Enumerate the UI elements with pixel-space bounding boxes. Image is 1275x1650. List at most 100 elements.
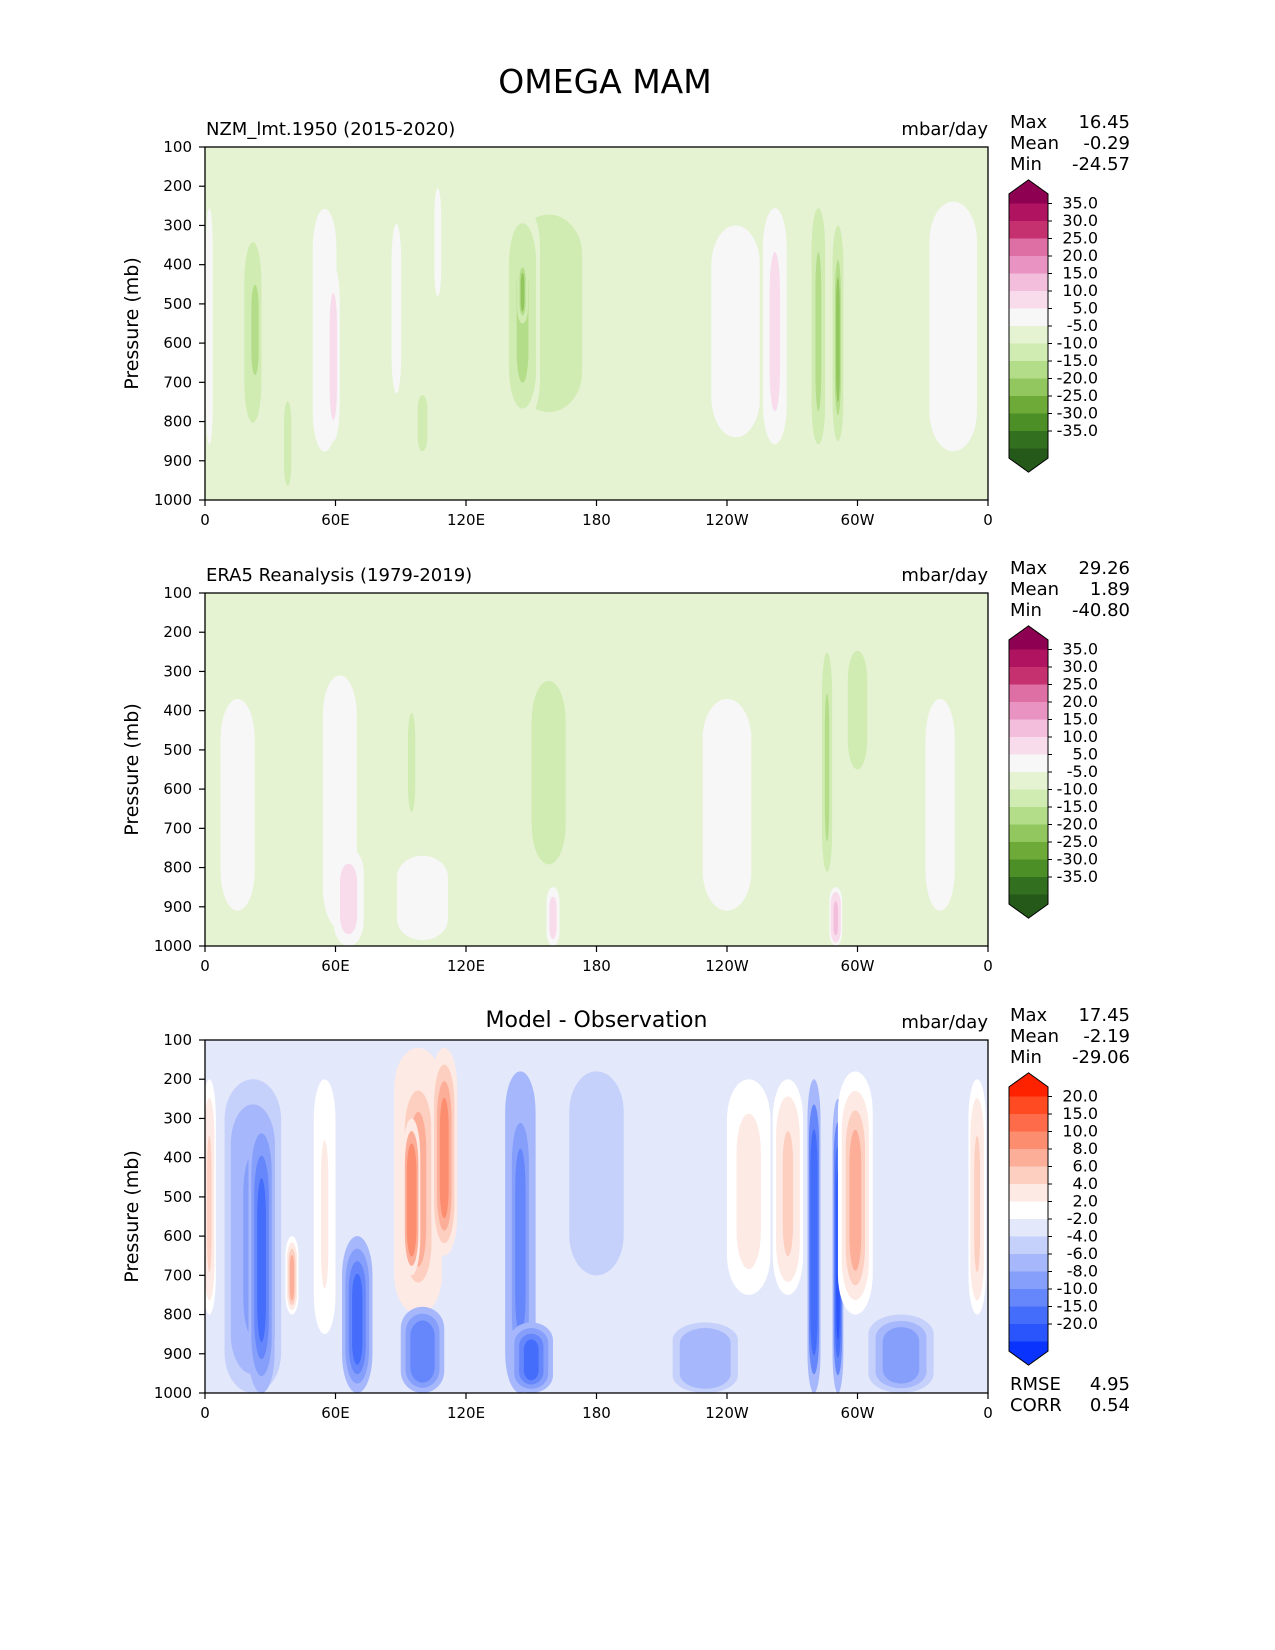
colorbar-swatch-11 bbox=[1009, 1271, 1048, 1290]
colorbar-label-9: -10.0 bbox=[1057, 334, 1098, 353]
x-tick-label-1: 0 bbox=[200, 957, 210, 975]
colorbar-swatch-14 bbox=[1009, 877, 1048, 895]
extra-stat-value-corr: 0.54 bbox=[1090, 1395, 1130, 1416]
units-label: mbar/day bbox=[901, 119, 988, 140]
contour-features bbox=[207, 624, 967, 946]
x-tick-label-5: 120W bbox=[705, 1404, 749, 1422]
x-tick-label-4: 180 bbox=[582, 511, 611, 529]
feature-3-level-4 bbox=[343, 871, 354, 929]
x-tick-label-1: 0 bbox=[200, 511, 210, 529]
colorbar-label-9: -4.0 bbox=[1067, 1227, 1098, 1246]
colorbar-swatch-14 bbox=[1009, 1324, 1048, 1342]
y-tick-label-10: 1000 bbox=[154, 491, 192, 509]
colorbar-label-14: -35.0 bbox=[1057, 867, 1098, 886]
feature-5-level-4 bbox=[409, 724, 414, 804]
x-tick-label-7: 0 bbox=[983, 957, 993, 975]
colorbar-label-2: 30.0 bbox=[1062, 657, 1098, 676]
feature-14-level-4 bbox=[694, 1339, 717, 1381]
stat-label-mean: Mean bbox=[1010, 579, 1059, 600]
colorbar-swatch-3 bbox=[1009, 238, 1048, 257]
feature-1-level-4 bbox=[207, 252, 211, 412]
colorbar: 35.030.025.020.015.010.05.0-5.0-10.0-15.… bbox=[1008, 625, 1098, 919]
colorbar-swatch-10 bbox=[1009, 361, 1048, 379]
feature-8-level-4 bbox=[419, 401, 426, 447]
stat-label-max: Max bbox=[1010, 1005, 1048, 1026]
colorbar-label-1: 35.0 bbox=[1062, 640, 1098, 659]
colorbar-swatch-6 bbox=[1009, 1184, 1048, 1202]
y-tick-label-1: 100 bbox=[163, 138, 192, 156]
colorbar-swatch-2 bbox=[1009, 221, 1048, 239]
y-tick-label-7: 700 bbox=[163, 819, 192, 837]
colorbar-swatch-10 bbox=[1009, 1254, 1048, 1272]
feature-9-level-4 bbox=[408, 1156, 415, 1248]
feature-15-level-4 bbox=[741, 1130, 757, 1257]
feature-4-level-4 bbox=[411, 871, 434, 929]
stat-label-mean: Mean bbox=[1010, 133, 1059, 154]
colorbar-label-12: -25.0 bbox=[1057, 832, 1098, 851]
x-tick-label-3: 120E bbox=[447, 957, 485, 975]
colorbar-label-4: 20.0 bbox=[1062, 692, 1098, 711]
stat-value-max: 29.26 bbox=[1078, 558, 1130, 579]
stat-value-min: -24.57 bbox=[1072, 154, 1130, 175]
colorbar-label-11: -20.0 bbox=[1057, 369, 1098, 388]
colorbar-swatch-7 bbox=[1009, 754, 1048, 773]
panel-title: NZM_lmt.1950 (2015-2020) bbox=[206, 119, 455, 140]
feature-5-level-4 bbox=[320, 1140, 329, 1289]
stat-value-max: 16.45 bbox=[1078, 112, 1130, 133]
colorbar-label-11: -8.0 bbox=[1067, 1262, 1098, 1281]
feature-9-level-4 bbox=[824, 693, 830, 842]
colorbar-swatch-4 bbox=[1009, 1149, 1048, 1167]
extra-stat-value-rmse: 4.95 bbox=[1090, 1374, 1130, 1395]
colorbar-swatch-9 bbox=[1009, 789, 1048, 808]
feature-21-level-4 bbox=[974, 1135, 981, 1273]
colorbar-swatch-11 bbox=[1009, 378, 1048, 397]
x-tick-label-6: 60W bbox=[841, 1404, 875, 1422]
colorbar-label-12: -10.0 bbox=[1057, 1279, 1098, 1298]
y-tick-label-10: 1000 bbox=[154, 1384, 192, 1402]
colorbar-swatch-8 bbox=[1009, 772, 1048, 790]
colorbar-label-5: 15.0 bbox=[1062, 264, 1098, 283]
x-tick-label-5: 120W bbox=[705, 957, 749, 975]
y-tick-label-1: 100 bbox=[163, 1031, 192, 1049]
y-tick-label-9: 900 bbox=[163, 452, 192, 470]
x-tick-label-4: 180 bbox=[582, 1404, 611, 1422]
colorbar-label-5: 15.0 bbox=[1062, 710, 1098, 729]
colorbar-label-11: -20.0 bbox=[1057, 815, 1098, 834]
feature-12-level-4 bbox=[520, 272, 525, 312]
colorbar-label-14: -35.0 bbox=[1057, 421, 1098, 440]
colorbar-label-13: -15.0 bbox=[1057, 1297, 1098, 1316]
colorbar-label-9: -10.0 bbox=[1057, 780, 1098, 799]
y-tick-label-5: 500 bbox=[163, 1188, 192, 1206]
y-tick-label-5: 500 bbox=[163, 295, 192, 313]
colorbar-label-2: 15.0 bbox=[1062, 1104, 1098, 1123]
colorbar-label-6: 10.0 bbox=[1062, 281, 1098, 300]
feature-9-level-4 bbox=[436, 208, 440, 282]
feature-6-level-4 bbox=[538, 701, 560, 850]
colorbar-label-1: 20.0 bbox=[1062, 1087, 1098, 1106]
colorbar-swatch-9 bbox=[1009, 1236, 1048, 1255]
y-tick-label-3: 300 bbox=[163, 1109, 192, 1127]
feature-7-level-4 bbox=[393, 242, 400, 380]
stat-value-mean: -0.29 bbox=[1083, 133, 1130, 154]
feature-6-level-4 bbox=[352, 1273, 363, 1365]
feature-11-level-4 bbox=[515, 1148, 526, 1336]
y-tick-label-7: 700 bbox=[163, 1266, 192, 1284]
y-tick-label-4: 400 bbox=[163, 256, 192, 274]
y-tick-label-3: 300 bbox=[163, 216, 192, 234]
panel-2: 0 60E 120E 180 120W 60W 0 100 200 300 400 500 600 700… bbox=[121, 558, 1130, 975]
colorbar-swatch-8 bbox=[1009, 1219, 1048, 1237]
colorbar-label-13: -30.0 bbox=[1057, 850, 1098, 869]
x-tick-label-3: 120E bbox=[447, 1404, 485, 1422]
y-tick-label-2: 200 bbox=[163, 1070, 192, 1088]
feature-14-level-4 bbox=[769, 252, 781, 412]
x-tick-label-3: 120E bbox=[447, 511, 485, 529]
colorbar-swatch-1 bbox=[1009, 1096, 1048, 1115]
colorbar-swatch-1 bbox=[1009, 649, 1048, 668]
colorbar-label-5: 6.0 bbox=[1073, 1157, 1098, 1176]
x-tick-label-6: 60W bbox=[841, 511, 875, 529]
y-tick-label-4: 400 bbox=[163, 1149, 192, 1167]
feature-8-level-4 bbox=[712, 722, 742, 894]
x-tick-label-7: 0 bbox=[983, 511, 993, 529]
feature-3-level-4 bbox=[252, 294, 258, 368]
colorbar-swatch-7 bbox=[1009, 308, 1048, 327]
